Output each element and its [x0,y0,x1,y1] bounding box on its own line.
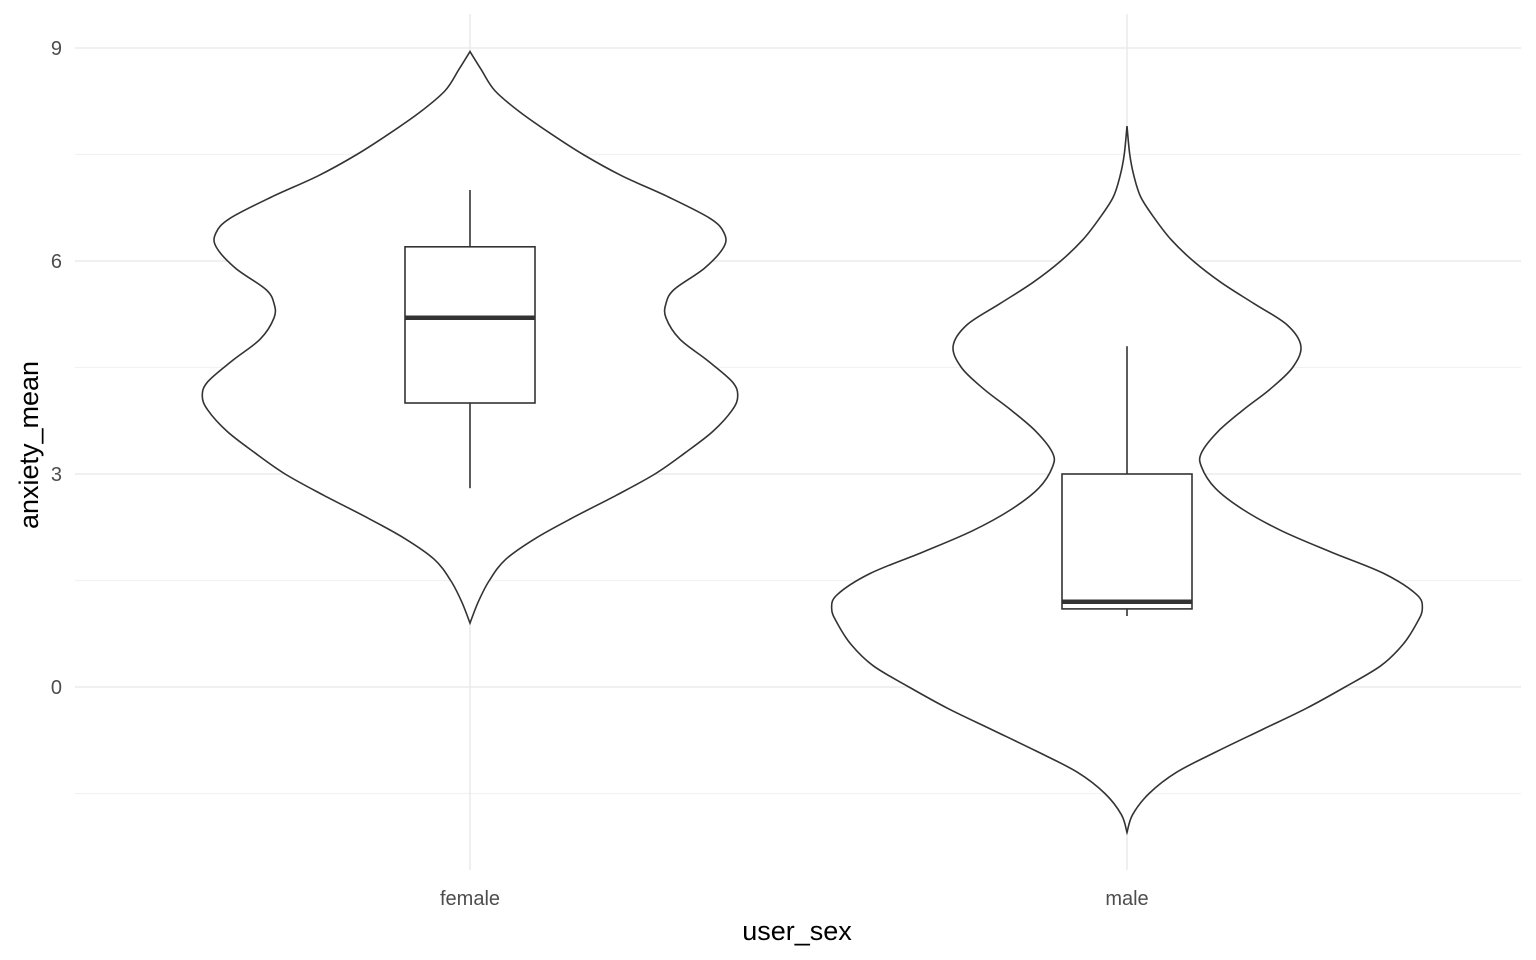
violin-female [201,50,739,626]
y-axis-tick-labels: 0 3 6 9 [51,38,62,699]
x-tick-label-female: female [440,888,500,910]
x-axis-tick-labels: female male [440,888,1149,910]
y-tick-label: 9 [51,38,62,60]
y-tick-label: 6 [51,251,62,273]
x-axis-title: user_sex [742,916,852,946]
y-tick-label: 0 [51,677,62,699]
x-tick-label-male: male [1105,888,1148,910]
box-iqr [1061,473,1193,610]
y-axis-title: anxiety_mean [14,361,44,529]
box-iqr [404,246,536,404]
violins [201,50,1424,836]
y-tick-label: 3 [51,464,62,486]
violin-male [830,126,1424,836]
